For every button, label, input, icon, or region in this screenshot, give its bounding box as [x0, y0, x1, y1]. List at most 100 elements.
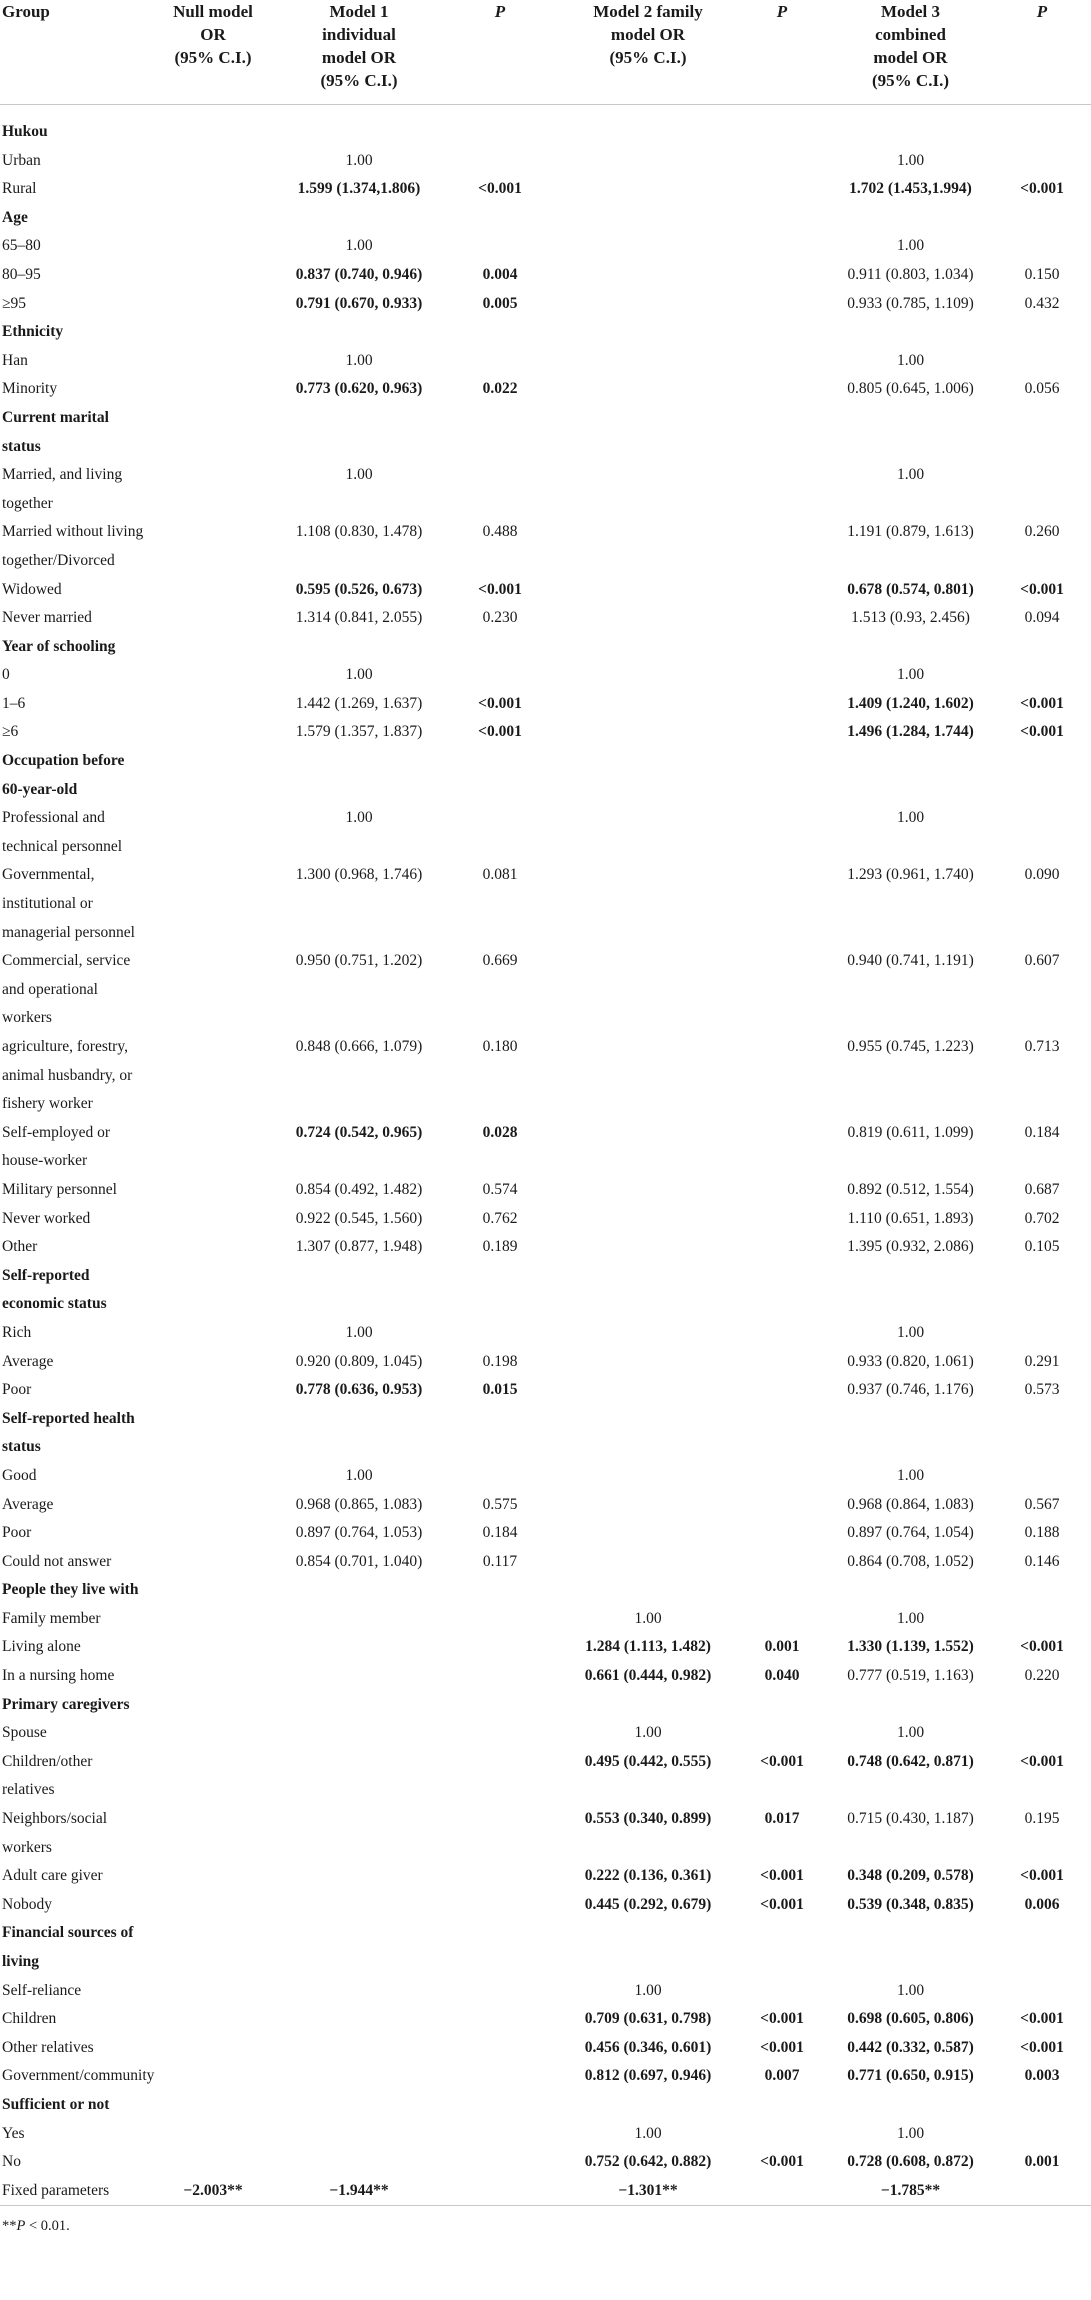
- fixed-parameters-row: Fixed parameters −2.003** −1.944** −1.301**…: [0, 2176, 1091, 2207]
- table-row: Poor 0.897 (0.764, 1.053) 0.184 0.897 (0.76…: [0, 1519, 1091, 1548]
- row-label: Self-employed or house-worker: [2, 1123, 111, 1170]
- cell-p1: [440, 1748, 560, 1805]
- cell-p3: [993, 318, 1091, 347]
- cell-m2: [560, 718, 736, 747]
- cell-p3: 0.001: [1024, 2153, 1060, 2171]
- row-label: Children/other relatives: [2, 1752, 93, 1799]
- cell-p3: 0.146: [1024, 1552, 1060, 1570]
- cell-m1: [278, 1576, 440, 1605]
- cell-m3: 1.191 (0.879, 1.613): [847, 523, 974, 541]
- header-model2: Model 2 family model OR (95% C.I.): [560, 0, 736, 105]
- cell-m2: [560, 118, 736, 147]
- table-row: Married without living together/Divorced…: [0, 518, 1091, 575]
- row-label: Commercial, service and operational work…: [2, 952, 131, 1027]
- cell-m1: 0.778 (0.636, 0.953): [295, 1381, 423, 1399]
- section-label: Current marital status: [2, 408, 109, 455]
- table-row: Neighbors/social workers 0.553 (0.340, 0.…: [0, 1805, 1091, 1862]
- row-label: Governmental, institutional or manageria…: [2, 866, 135, 941]
- cell-p1: 0.117: [482, 1552, 518, 1570]
- row-label: Self-reliance: [2, 1981, 82, 1999]
- table-row: ≥6 1.579 (1.357, 1.837) <0.001 1.496 (1.284…: [0, 718, 1091, 747]
- cell-m1: 0.773 (0.620, 0.963): [295, 380, 423, 398]
- cell-p1: [440, 1919, 560, 1976]
- cell-p1: 0.081: [482, 866, 518, 884]
- cell-m3: 1.00: [896, 1609, 925, 1627]
- cell-p1: 0.198: [482, 1352, 518, 1370]
- row-label: Poor: [2, 1381, 32, 1399]
- cell-m0: [148, 1576, 278, 1605]
- table-row: Other 1.307 (0.877, 1.948) 0.189 1.395 (0.9…: [0, 1233, 1091, 1262]
- cell-m3: 0.968 (0.864, 1.083): [847, 1495, 974, 1513]
- cell-m1: 0.968 (0.865, 1.083): [295, 1495, 423, 1513]
- cell-m3: 1.330 (1.139, 1.552): [847, 1638, 974, 1656]
- cell-m0: [148, 175, 278, 204]
- row-label: Yes: [2, 2124, 25, 2142]
- cell-m2: 1.00: [634, 1724, 662, 1742]
- table-row: Urban 1.00 1.00: [0, 147, 1091, 176]
- row-label: Average: [2, 1352, 54, 1370]
- cell-p1: [440, 1605, 560, 1634]
- footnote-text: < 0.01.: [25, 2218, 70, 2235]
- cell-m1: 1.00: [345, 1323, 373, 1341]
- cell-m0: [148, 232, 278, 261]
- cell-p1: [440, 1576, 560, 1605]
- header-null-model: Null model OR (95% C.I.): [148, 0, 278, 105]
- cell-p2: [736, 1605, 828, 1634]
- cell-p2: [736, 1376, 828, 1405]
- cell-m3: [828, 2091, 993, 2120]
- cell-m2: 0.222 (0.136, 0.361): [584, 1867, 712, 1885]
- cell-p3: 0.188: [1024, 1524, 1060, 1542]
- section-header-row: Self-reported economic status: [0, 1262, 1091, 1319]
- cell-p2: [736, 947, 828, 1033]
- section-label: Year of schooling: [2, 637, 116, 655]
- table-row: Average 0.920 (0.809, 1.045) 0.198 0.933 (0…: [0, 1348, 1091, 1377]
- cell-m0: [148, 318, 278, 347]
- cell-m0: [148, 947, 278, 1033]
- cell-m0: [148, 1748, 278, 1805]
- table-row: Poor 0.778 (0.636, 0.953) 0.015 0.937 (0.74…: [0, 1376, 1091, 1405]
- cell-m1: 0.854 (0.492, 1.482): [295, 1180, 423, 1198]
- cell-p3: <0.001: [1020, 1867, 1064, 1885]
- cell-p3: 0.713: [1024, 1038, 1060, 1055]
- cell-m3: 1.00: [896, 151, 925, 169]
- cell-p1: 0.230: [482, 609, 518, 627]
- cell-m3: 0.348 (0.209, 0.578): [847, 1867, 974, 1885]
- row-label: 0: [2, 666, 10, 684]
- cell-m1: [278, 204, 440, 233]
- header-row: Group Null model OR (95% C.I.) Model 1 i…: [0, 0, 1091, 105]
- section-label: Self-reported economic status: [2, 1266, 107, 1313]
- cell-m2: [560, 1491, 736, 1520]
- cell-m0: [148, 2034, 278, 2063]
- cell-p2: [736, 2176, 828, 2207]
- table-row: Good 1.00 1.00: [0, 1462, 1091, 1491]
- table-row: agriculture, forestry, animal husbandry,…: [0, 1033, 1091, 1119]
- cell-p1: [440, 461, 560, 518]
- cell-m0: [148, 604, 278, 633]
- table-row: Government/community 0.812 (0.697, 0.946)…: [0, 2062, 1091, 2091]
- cell-m0: [148, 1262, 278, 1319]
- cell-m3: 0.955 (0.745, 1.223): [847, 1038, 974, 1055]
- cell-p2: [736, 204, 828, 233]
- cell-m2: [560, 347, 736, 376]
- cell-m0: [148, 747, 278, 804]
- row-label: Never worked: [2, 1209, 91, 1227]
- cell-p2: [736, 461, 828, 518]
- cell-m1: 0.595 (0.526, 0.673): [295, 580, 423, 598]
- cell-m0: [148, 204, 278, 233]
- cell-p3: [993, 1576, 1091, 1605]
- table-row: 80–95 0.837 (0.740, 0.946) 0.004 0.911 (0.8…: [0, 261, 1091, 290]
- cell-m0: [148, 2005, 278, 2034]
- cell-m2: [560, 461, 736, 518]
- cell-m0: [148, 576, 278, 605]
- cell-m2: [560, 404, 736, 461]
- row-label: Spouse: [2, 1724, 47, 1742]
- cell-m2: 1.00: [634, 1609, 662, 1627]
- cell-p2: [736, 175, 828, 204]
- table-row: Average 0.968 (0.865, 1.083) 0.575 0.968 (0…: [0, 1491, 1091, 1520]
- cell-p1: [440, 1462, 560, 1491]
- cell-p2: <0.001: [760, 1752, 804, 1770]
- table-row: Living alone 1.284 (1.113, 1.482) 0.001 1.3…: [0, 1633, 1091, 1662]
- cell-m3: 1.00: [896, 1981, 925, 1999]
- cell-p2: [736, 1691, 828, 1720]
- cell-m1: [278, 1862, 440, 1891]
